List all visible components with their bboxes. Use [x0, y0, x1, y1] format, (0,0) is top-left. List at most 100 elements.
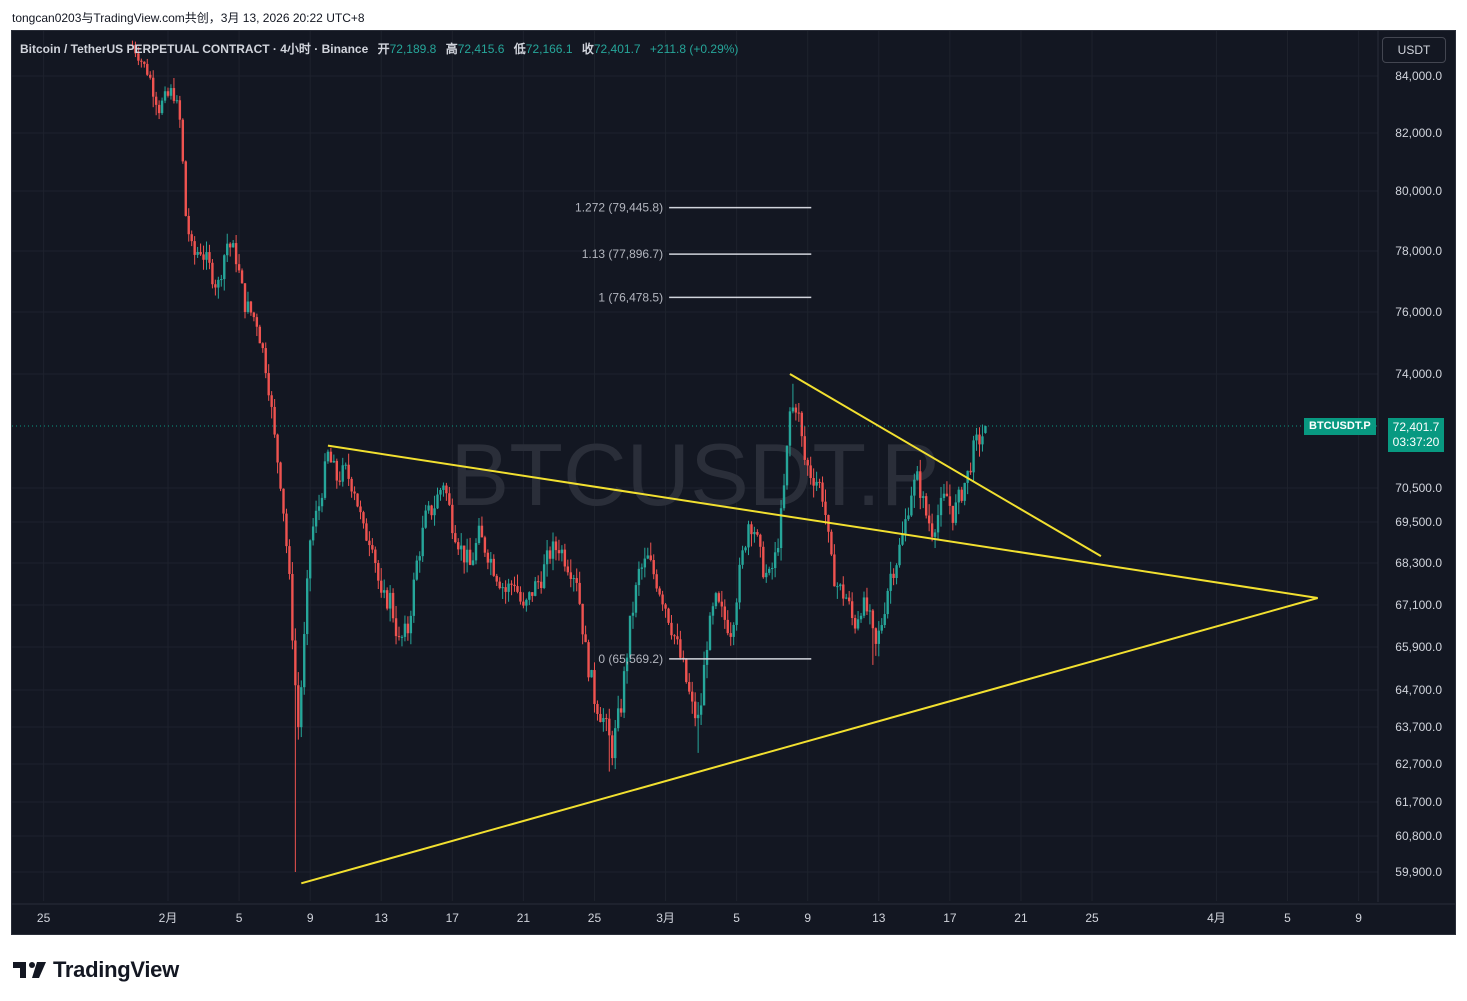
candle-body: [729, 633, 732, 637]
candle-body: [537, 581, 540, 583]
candle-body: [246, 301, 250, 313]
price-tick-label: 74,000.0: [1395, 367, 1442, 381]
candle-body: [762, 546, 765, 578]
candle-body: [699, 705, 703, 715]
candle-body: [608, 718, 611, 736]
candle-body: [922, 496, 925, 498]
chart-frame[interactable]: BTCUSDT.P 84,000.0 82,000.0 80,000.0 78,000.…: [11, 30, 1456, 935]
candle-body: [172, 88, 176, 101]
fib-level-label: 1.13 (77,896.7): [582, 247, 663, 261]
candle-body: [211, 262, 214, 285]
candle-body: [471, 560, 475, 565]
candle-body: [874, 628, 878, 644]
candle-body: [255, 317, 259, 327]
candle-body: [593, 670, 596, 704]
candle-body: [930, 523, 934, 537]
candle-body: [830, 531, 833, 555]
candle-body: [344, 464, 347, 466]
chart-canvas[interactable]: BTCUSDT.P 84,000.0 82,000.0 80,000.0 78,000.…: [12, 31, 1455, 934]
close-label: 收: [581, 42, 594, 56]
candle-body: [483, 537, 487, 553]
candle-body: [495, 575, 498, 582]
candle-body: [223, 255, 226, 280]
price-tick-label: 84,000.0: [1395, 69, 1442, 83]
candle-body: [779, 508, 783, 549]
candle-body: [628, 615, 632, 658]
last-price-value: 72,401.7: [1392, 420, 1440, 434]
candle-body: [415, 560, 418, 580]
candle-body: [326, 451, 330, 462]
symbol-watermark: BTCUSDT.P: [451, 425, 940, 524]
candle-body: [658, 588, 661, 595]
candle-body: [516, 586, 519, 592]
candle-body: [208, 252, 211, 263]
candle-body: [359, 506, 362, 513]
tradingview-logo-icon: [13, 962, 46, 978]
currency-unit-button[interactable]: USDT: [1382, 37, 1446, 63]
candle-body: [679, 639, 682, 658]
candle-body: [196, 251, 199, 255]
open-value: 72,189.8: [389, 42, 437, 56]
tradingview-logo[interactable]: TradingView: [13, 957, 179, 983]
candle-body: [258, 326, 262, 344]
candle-body: [368, 540, 371, 546]
candle-body: [753, 532, 756, 535]
candle-body: [462, 545, 466, 563]
candle-body: [320, 497, 324, 507]
symbol-title[interactable]: Bitcoin / TetherUS PERPETUAL CONTRACT · …: [20, 42, 369, 56]
candle-body: [815, 481, 818, 486]
price-tick-label: 62,700.0: [1395, 757, 1442, 771]
candle-body: [146, 63, 149, 75]
candle-body: [273, 406, 276, 435]
candle-body: [590, 670, 593, 678]
candle-body: [169, 88, 173, 96]
candle-body: [942, 493, 946, 498]
time-tick-label: 21: [1014, 911, 1028, 925]
candle-body: [267, 373, 270, 396]
candle-body: [445, 485, 448, 494]
candle-body: [791, 407, 795, 412]
candle-body: [919, 471, 922, 498]
high-value: 72,415.6: [457, 42, 505, 56]
candle-body: [279, 462, 282, 489]
candle-body: [673, 635, 676, 637]
candle-body: [383, 590, 386, 593]
candle-body: [646, 555, 649, 559]
candle-body: [528, 592, 531, 600]
candle-body: [178, 100, 182, 120]
candle-body: [317, 506, 321, 511]
candle-body: [809, 465, 812, 479]
candle-body: [228, 243, 232, 248]
candle-body: [933, 532, 937, 537]
candle-body: [234, 243, 238, 265]
chart-caption: tongcan0203与TradingView.com共创，3月 13, 202…: [12, 11, 365, 25]
chart-legend: Bitcoin / TetherUS PERPETUAL CONTRACT · …: [20, 40, 738, 57]
candle-body: [356, 493, 359, 507]
price-tick-label: 60,800.0: [1395, 829, 1442, 843]
candle-body: [611, 735, 614, 759]
candle-body: [166, 91, 170, 96]
open-label: 开: [377, 42, 390, 56]
candle-body: [163, 91, 167, 101]
candle-body: [622, 671, 626, 713]
trendline-lower: [301, 597, 1318, 885]
candle-body: [691, 691, 694, 702]
candle-body: [631, 612, 635, 616]
candle-body: [409, 615, 413, 634]
candle-body: [865, 597, 869, 612]
candle-body: [184, 161, 187, 216]
candle-body: [436, 494, 439, 509]
candle-body: [643, 558, 647, 568]
candle-body: [859, 615, 863, 620]
candle-body: [362, 512, 365, 524]
candle-body: [388, 592, 392, 609]
candle-body: [350, 478, 353, 492]
candle-body: [910, 495, 913, 516]
close-value: 72,401.7: [593, 42, 641, 56]
time-tick-label: 9: [804, 911, 811, 925]
low-label: 低: [513, 42, 526, 56]
candle-body: [329, 451, 333, 463]
candle-body: [800, 412, 803, 437]
time-tick-label: 2月: [159, 911, 178, 925]
candle-body: [948, 496, 952, 506]
